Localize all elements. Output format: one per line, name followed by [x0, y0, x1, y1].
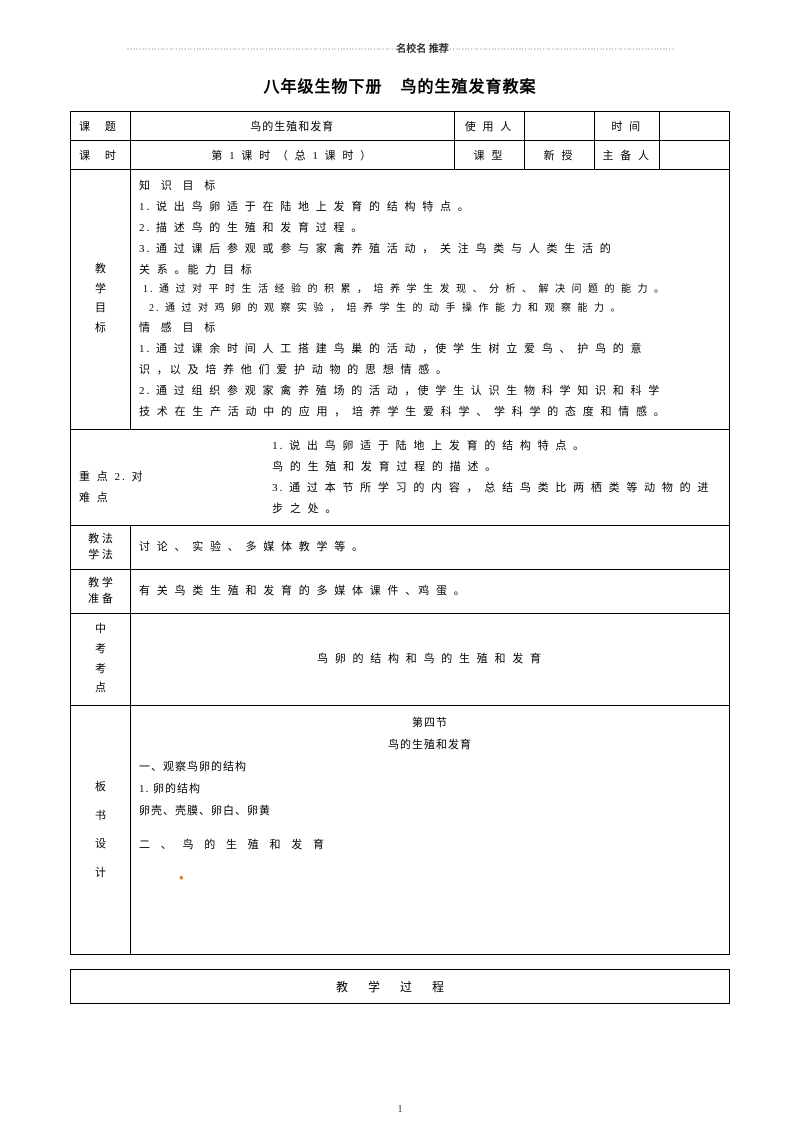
val-preparer [660, 141, 730, 170]
goals-e2a: 2. 通 过 组 织 参 观 家 禽 养 殖 场 的 活 动 ，使 学 生 认 … [139, 381, 721, 402]
title-part-2: 鸟的生殖发育教案 [401, 79, 537, 96]
page-title: 八年级生物下册 鸟的生殖发育教案 [70, 73, 730, 97]
row-period: 课 时 第 1 课 时 （ 总 1 课 时 ） 课 型 新 授 主 备 人 [71, 141, 730, 170]
board-content: 第四节 鸟的生殖和发育 一、观察鸟卵的结构 1. 卵的结构 卵壳、壳膜、卵白、卵… [131, 706, 730, 955]
label-method: 教 法学 法 [71, 526, 131, 570]
header-text: 名校名 推荐 [396, 44, 449, 55]
kp2-pre: 2. 对 [115, 471, 145, 483]
orange-bullet-icon: ● [179, 873, 184, 882]
exam-content: 鸟 卵 的 结 构 和 鸟 的 生 殖 和 发 育 [131, 614, 730, 706]
row-method: 教 法学 法 讨 论 、 实 验 、 多 媒 体 教 学 等 。 [71, 526, 730, 570]
val-user [524, 112, 594, 141]
row-goals: 教学目标 知 识 目 标 1. 说 出 鸟 卵 适 于 在 陆 地 上 发 育 … [71, 170, 730, 430]
row-topic: 课 题 鸟的生殖和发育 使 用 人 时 间 [71, 112, 730, 141]
header-source: ⋯⋯⋯⋯⋯⋯⋯⋯⋯⋯⋯⋯⋯⋯⋯⋯⋯⋯⋯⋯⋯⋯⋯⋯⋯⋯⋯⋯⋯⋯名校名 推荐⋯⋯⋯⋯… [70, 40, 730, 55]
val-time [660, 112, 730, 141]
label-prep: 教 学准 备 [71, 570, 131, 614]
board-l3: 卵壳、壳膜、卵白、卵黄 [139, 800, 721, 822]
label-type: 课 型 [454, 141, 524, 170]
goals-e1a: 1. 通 过 课 余 时 间 人 工 搭 建 鸟 巢 的 活 动 ，使 学 生 … [139, 339, 721, 360]
val-topic: 鸟的生殖和发育 [131, 112, 455, 141]
keypoints-content: 1. 说 出 鸟 卵 适 于 陆 地 上 发 育 的 结 构 特 点 。 鸟 的… [272, 429, 729, 526]
goals-content: 知 识 目 标 1. 说 出 鸟 卵 适 于 在 陆 地 上 发 育 的 结 构… [131, 170, 730, 430]
keypoints-left: 重 点 2. 对 难 点 [71, 429, 273, 526]
label-topic: 课 题 [71, 112, 131, 141]
row-prep: 教 学准 备 有 关 鸟 类 生 殖 和 发 育 的 多 媒 体 课 件 、鸡 … [71, 570, 730, 614]
goals-e2b: 技 术 在 生 产 活 动 中 的 应 用 ， 培 养 学 生 爱 科 学 、 … [139, 402, 721, 423]
label-exam: 中考考点 [71, 614, 131, 706]
kp3: 3. 通 过 本 节 所 学 习 的 内 容 ， 总 结 鸟 类 比 两 栖 类… [272, 478, 721, 520]
board-h1: 第四节 [139, 712, 721, 734]
process-header: 教学过程 [71, 970, 730, 1004]
row-board: 板书设计 第四节 鸟的生殖和发育 一、观察鸟卵的结构 1. 卵的结构 卵壳、壳膜… [71, 706, 730, 955]
goals-emo-hdr: 情 感 目 标 [139, 318, 721, 339]
page-number: 1 [0, 1104, 800, 1115]
goals-k1: 1. 说 出 鸟 卵 适 于 在 陆 地 上 发 育 的 结 构 特 点 。 [139, 197, 721, 218]
board-l4: 二 、 鸟 的 生 殖 和 发 育 [139, 834, 721, 856]
kp1: 1. 说 出 鸟 卵 适 于 陆 地 上 发 育 的 结 构 特 点 。 [272, 436, 721, 457]
label-board: 板书设计 [71, 706, 131, 955]
goals-knowledge-hdr: 知 识 目 标 [139, 176, 721, 197]
label-preparer: 主 备 人 [594, 141, 660, 170]
goals-k2: 2. 描 述 鸟 的 生 殖 和 发 育 过 程 。 [139, 218, 721, 239]
row-exam: 中考考点 鸟 卵 的 结 构 和 鸟 的 生 殖 和 发 育 [71, 614, 730, 706]
label-period: 课 时 [71, 141, 131, 170]
lesson-plan-table: 课 题 鸟的生殖和发育 使 用 人 时 间 课 时 第 1 课 时 （ 总 1 … [70, 111, 730, 955]
header-dots-left: ⋯⋯⋯⋯⋯⋯⋯⋯⋯⋯⋯⋯⋯⋯⋯⋯⋯⋯⋯⋯⋯⋯⋯⋯⋯⋯⋯⋯⋯⋯ [126, 44, 396, 55]
goals-k3a: 3. 通 过 课 后 参 观 或 参 与 家 禽 养 殖 活 动 ， 关 注 鸟… [139, 239, 721, 260]
val-period: 第 1 课 时 （ 总 1 课 时 ） [131, 141, 455, 170]
label-time: 时 间 [594, 112, 660, 141]
label-user: 使 用 人 [454, 112, 524, 141]
prep-content: 有 关 鸟 类 生 殖 和 发 育 的 多 媒 体 课 件 、鸡 蛋 。 [131, 570, 730, 614]
goals-e1b: 识 ，以 及 培 养 他 们 爱 护 动 物 的 思 想 情 感 。 [139, 360, 721, 381]
title-part-1: 八年级生物下册 [263, 79, 382, 96]
goals-k3b: 关 系 。能 力 目 标 [139, 260, 721, 281]
kp2: 鸟 的 生 殖 和 发 育 过 程 的 描 述 。 [272, 457, 721, 478]
val-type: 新 授 [524, 141, 594, 170]
board-l1: 一、观察鸟卵的结构 [139, 756, 721, 778]
header-dots-right: ⋯⋯⋯⋯⋯⋯⋯⋯⋯⋯⋯⋯⋯⋯⋯⋯⋯⋯⋯⋯⋯⋯⋯⋯⋯ [449, 44, 674, 55]
method-content: 讨 论 、 实 验 、 多 媒 体 教 学 等 。 [131, 526, 730, 570]
row-keypoints: 重 点 2. 对 难 点 1. 说 出 鸟 卵 适 于 陆 地 上 发 育 的 … [71, 429, 730, 526]
label-goals: 教学目标 [71, 170, 131, 430]
board-h2: 鸟的生殖和发育 [139, 734, 721, 756]
goals-a2: 2. 通 过 对 鸡 卵 的 观 察 实 验 ， 培 养 学 生 的 动 手 操… [139, 299, 721, 318]
goals-a1: 1. 通 过 对 平 时 生 活 经 验 的 积 累 ， 培 养 学 生 发 现… [139, 280, 721, 299]
process-table: 教学过程 [70, 969, 730, 1004]
board-l2: 1. 卵的结构 [139, 778, 721, 800]
